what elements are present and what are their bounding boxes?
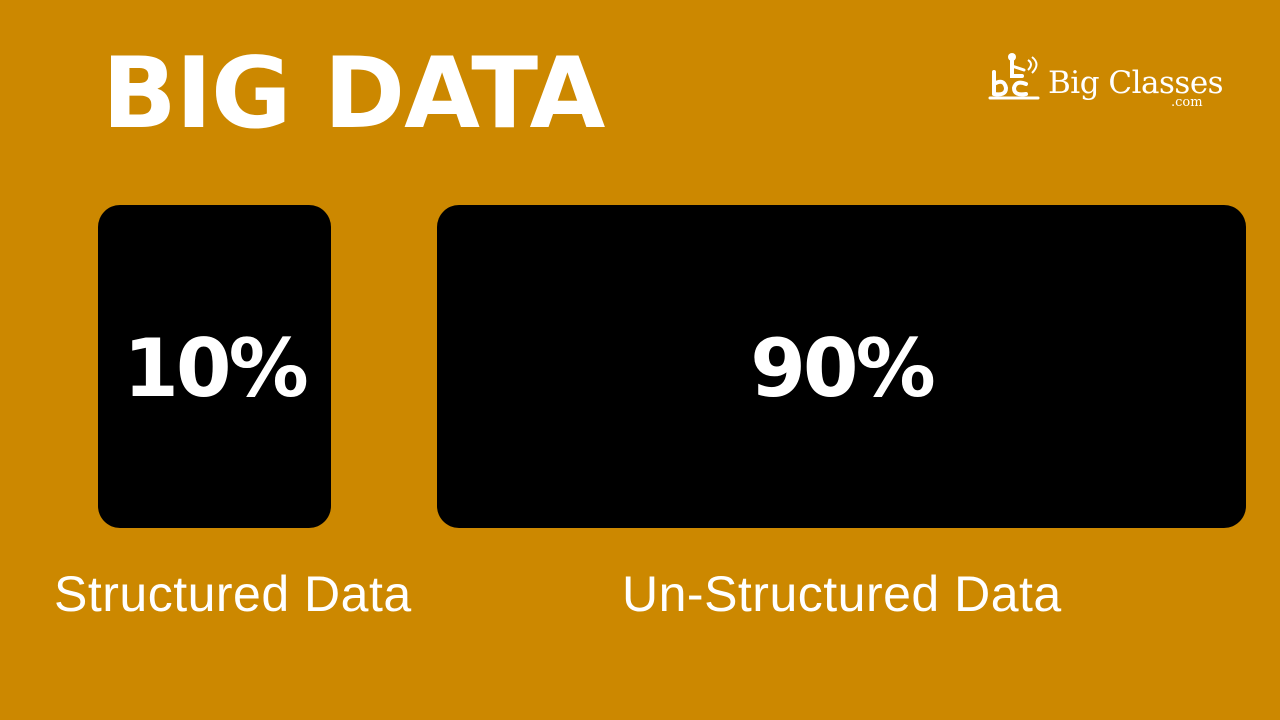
brand-logo: Big Classes .com [988,50,1224,112]
unstructured-data-label: Un-Structured Data [622,566,1062,622]
structured-percent: 10% [123,321,308,415]
unstructured-percent: 90% [750,321,935,415]
unstructured-data-box: 90% [437,205,1246,528]
bc-logo-icon [988,53,1040,100]
structured-data-label: Structured Data [54,566,412,622]
logo-domain: .com [1171,95,1203,110]
page-title: BIG DATA [102,37,605,151]
structured-data-box: 10% [98,205,331,528]
logo-text: Big Classes [1048,65,1224,101]
